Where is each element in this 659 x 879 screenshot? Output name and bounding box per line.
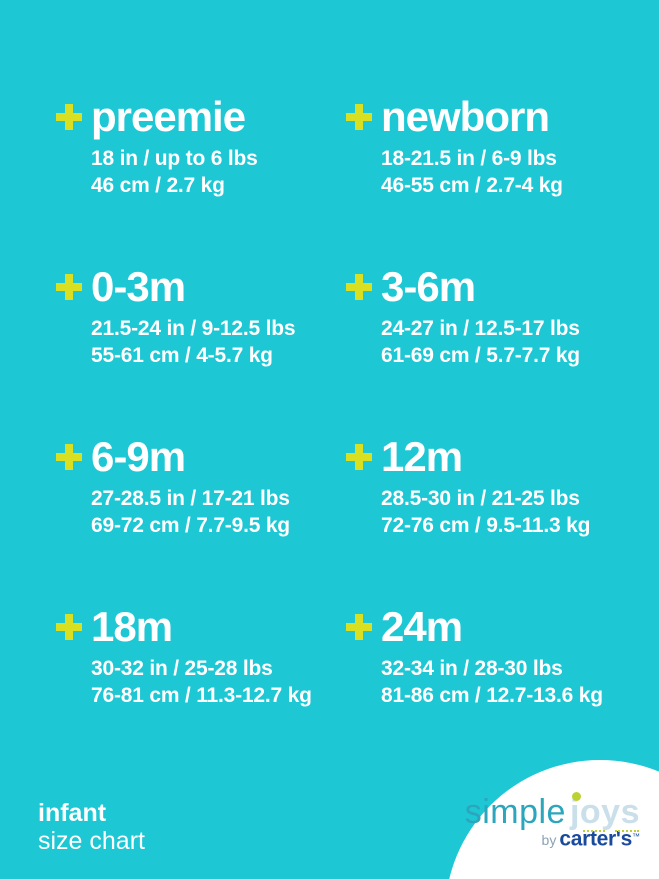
size-label: 24m: [381, 603, 463, 650]
stitch-marks-icon: [582, 830, 605, 832]
size-block-0-3m: 0-3m 21.5-24 in / 9-12.5 lbs 55-61 cm / …: [56, 263, 296, 369]
size-metric-range: 72-76 cm / 9.5-11.3 kg: [381, 514, 591, 537]
trademark-symbol: ™: [632, 832, 640, 841]
j-dot-icon: [571, 792, 581, 801]
size-metric-range: 55-61 cm / 4-5.7 kg: [91, 344, 273, 367]
size-block-24m: 24m 32-34 in / 28-30 lbs 81-86 cm / 12.7…: [346, 604, 603, 709]
plus-icon: [346, 104, 372, 130]
size-info: 12m 28.5-30 in / 21-25 lbs 72-76 cm / 9.…: [381, 434, 590, 539]
size-label: newborn: [381, 93, 550, 140]
plus-icon: [56, 444, 82, 470]
size-imperial-range: 30-32 in / 25-28 lbs: [91, 657, 273, 680]
size-label: 6-9m: [91, 433, 186, 480]
plus-icon: [56, 614, 82, 640]
size-label: 12m: [381, 433, 463, 480]
size-imperial-range: 18-21.5 in / 6-9 lbs: [381, 147, 557, 170]
caption-category: infant: [38, 799, 107, 827]
brand-by-text: by: [541, 832, 557, 849]
size-label: preemie: [91, 93, 246, 140]
size-label: 3-6m: [381, 263, 476, 310]
size-info: 6-9m 27-28.5 in / 17-21 lbs 69-72 cm / 7…: [91, 434, 290, 539]
size-info: newborn 18-21.5 in / 6-9 lbs 46-55 cm / …: [381, 94, 563, 199]
plus-icon: [56, 104, 82, 130]
size-imperial-range: 21.5-24 in / 9-12.5 lbs: [91, 317, 296, 340]
brand-simple-text: simple: [464, 793, 566, 831]
size-info: 18m 30-32 in / 25-28 lbs 76-81 cm / 11.3…: [91, 604, 312, 709]
size-label: 18m: [91, 603, 173, 650]
size-imperial-range: 32-34 in / 28-30 lbs: [381, 657, 563, 680]
size-imperial-range: 28.5-30 in / 21-25 lbs: [381, 487, 580, 510]
size-block-newborn: newborn 18-21.5 in / 6-9 lbs 46-55 cm / …: [346, 94, 563, 199]
size-metric-range: 76-81 cm / 11.3-12.7 kg: [91, 684, 312, 707]
size-label: 0-3m: [91, 263, 186, 310]
size-block-6-9m: 6-9m 27-28.5 in / 17-21 lbs 69-72 cm / 7…: [56, 434, 290, 539]
brand-carters-text: carter's: [559, 827, 632, 851]
size-block-3-6m: 3-6m 24-27 in / 12.5-17 lbs 61-69 cm / 5…: [346, 264, 580, 369]
plus-icon: [346, 614, 372, 640]
size-metric-range: 81-86 cm / 12.7-13.6 kg: [381, 684, 603, 707]
size-metric-range: 61-69 cm / 5.7-7.7 kg: [381, 344, 580, 367]
brand-joys-word: joys: [569, 793, 640, 831]
size-block-preemie: preemie 18 in / up to 6 lbs 46 cm / 2.7 …: [56, 94, 258, 199]
size-imperial-range: 24-27 in / 12.5-17 lbs: [381, 317, 580, 340]
size-metric-range: 46-55 cm / 2.7-4 kg: [381, 174, 563, 197]
size-info: preemie 18 in / up to 6 lbs 46 cm / 2.7 …: [91, 94, 258, 199]
caption-subtitle: size chart: [38, 827, 145, 855]
size-block-12m: 12m 28.5-30 in / 21-25 lbs 72-76 cm / 9.…: [346, 434, 590, 539]
plus-icon: [346, 274, 372, 300]
size-info: 3-6m 24-27 in / 12.5-17 lbs 61-69 cm / 5…: [381, 264, 580, 369]
size-imperial-range: 18 in / up to 6 lbs: [91, 147, 258, 170]
size-info: 24m 32-34 in / 28-30 lbs 81-86 cm / 12.7…: [381, 604, 603, 709]
plus-icon: [56, 274, 82, 300]
size-imperial-range: 27-28.5 in / 17-21 lbs: [91, 487, 290, 510]
brand-logo: simple joys by carter's™: [458, 792, 640, 852]
size-block-18m: 18m 30-32 in / 25-28 lbs 76-81 cm / 11.3…: [56, 604, 312, 709]
chart-caption: infant size chart: [38, 799, 145, 855]
size-info: 0-3m 21.5-24 in / 9-12.5 lbs 55-61 cm / …: [91, 263, 296, 369]
stitch-marks-icon: [615, 830, 639, 832]
brand-logo-byline: by carter's™: [458, 826, 640, 852]
brand-joys-text: joys: [569, 792, 640, 832]
plus-icon: [346, 444, 372, 470]
size-metric-range: 69-72 cm / 7.7-9.5 kg: [91, 514, 290, 537]
size-metric-range: 46 cm / 2.7 kg: [91, 174, 225, 197]
brand-logo-wordmark: simple joys: [458, 792, 640, 832]
